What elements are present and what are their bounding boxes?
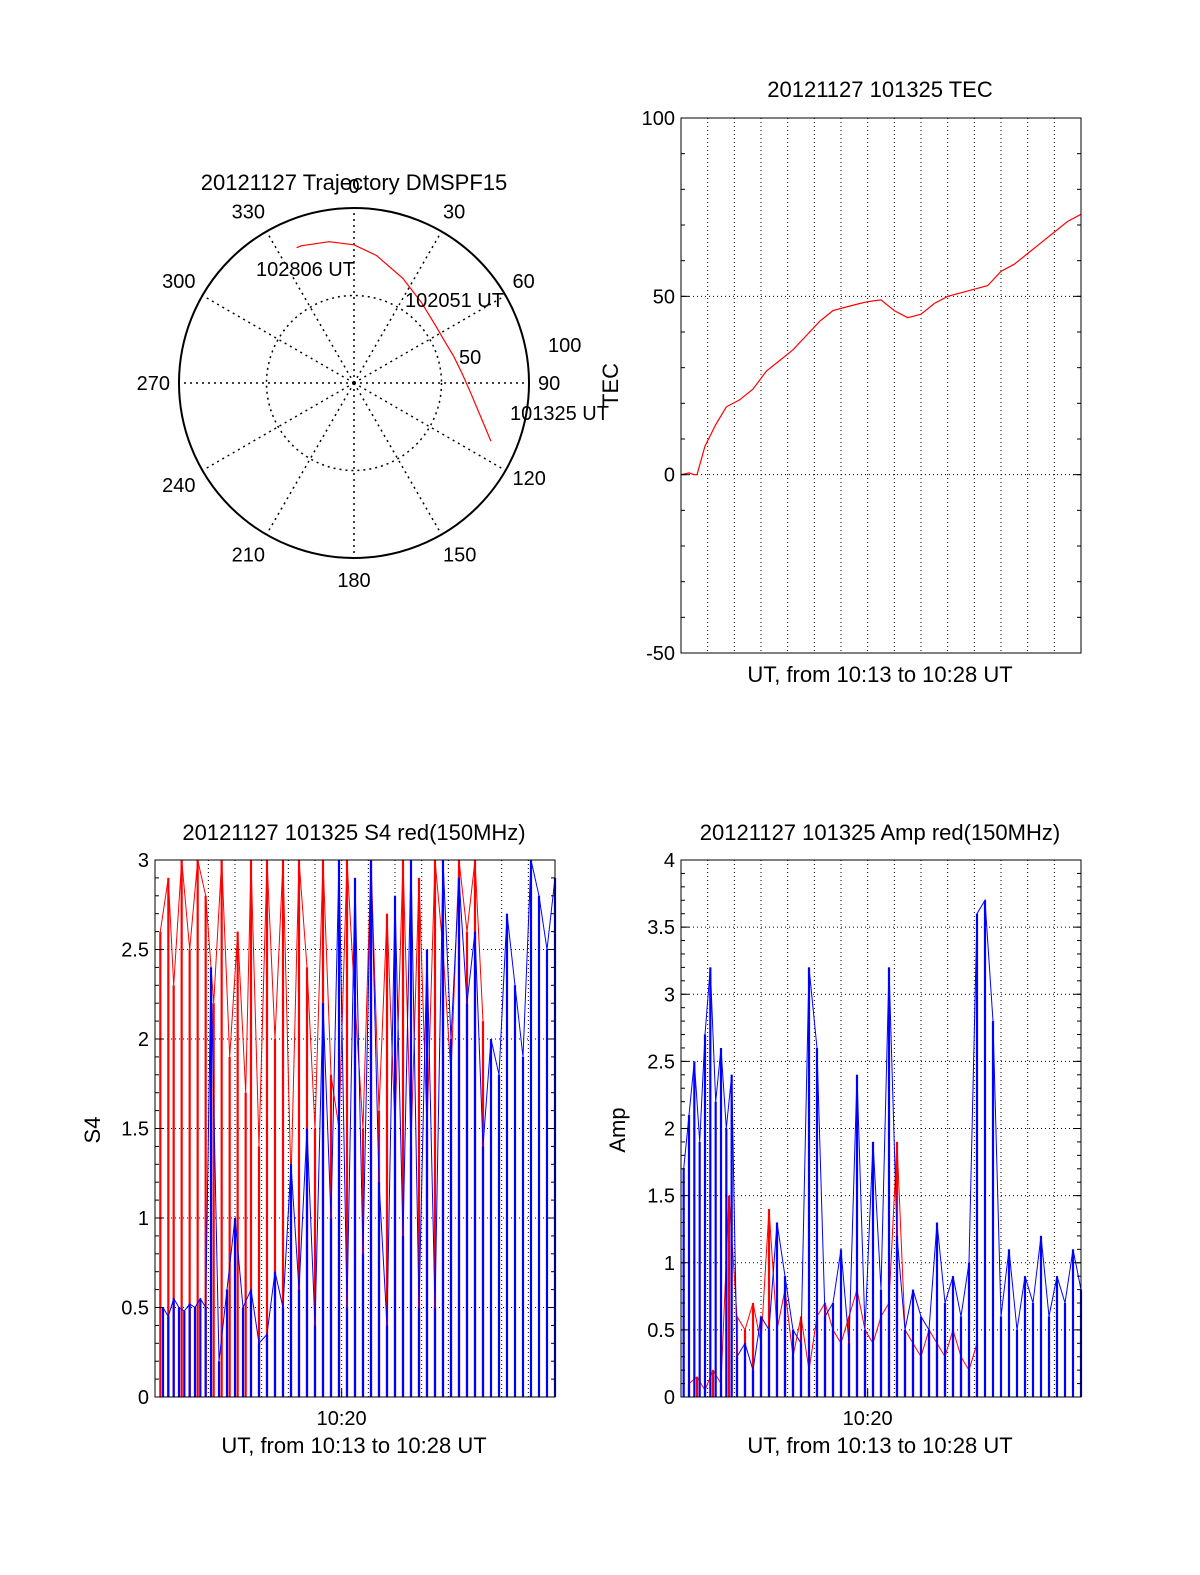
s4-ylabel: S4: [80, 1117, 105, 1144]
s4-ytick-label: 2: [138, 1029, 149, 1051]
trajectory-annotation-end: 102806 UT: [256, 259, 355, 281]
azimuth-label-180: 180: [337, 570, 370, 592]
radius-label-100: 100: [548, 335, 581, 357]
tec-ytick-label: 100: [642, 108, 675, 130]
amp-ytick-label: 1.5: [647, 1186, 675, 1208]
tec-plot-frame: [680, 117, 1082, 654]
polar-spoke: [353, 382, 443, 535]
trajectory-title: 20121127 Trajectory DMSPF15: [201, 170, 508, 195]
s4-panel: 20121127 101325 S4 red(150MHz) 0 0.5 1 1.5 2…: [80, 820, 557, 1458]
azimuth-label-240: 240: [162, 475, 195, 497]
amp-ytick-label: 0: [664, 1387, 675, 1409]
polar-spoke: [202, 294, 355, 384]
amp-ytick-label: 1: [664, 1253, 675, 1275]
azimuth-label-120: 120: [513, 468, 546, 490]
azimuth-label-0: 0: [348, 176, 359, 198]
tec-ticks: -50 0 50 100: [642, 108, 1081, 665]
s4-ytick-label: 3: [138, 850, 149, 872]
tec-ytick-label: -50: [646, 643, 675, 665]
azimuth-label-270: 270: [137, 373, 170, 395]
amp-ticks: 0 0.5 1 1.5 2 2.5 3 3.5 4 10:20: [647, 850, 1081, 1430]
azimuth-label-300: 300: [162, 271, 195, 293]
amp-title: 20121127 101325 Amp red(150MHz): [700, 820, 1060, 845]
s4-title: 20121127 101325 S4 red(150MHz): [182, 820, 525, 845]
tec-grid: [681, 118, 1081, 653]
amp-ytick-label: 2: [664, 1119, 675, 1141]
s4-red-line: [159, 859, 484, 1183]
amp-panel: 20121127 101325 Amp red(150MHz) 0 0.5 1 1.5…: [605, 820, 1083, 1458]
azimuth-label-60: 60: [513, 271, 535, 293]
azimuth-label-90: 90: [538, 373, 560, 395]
amp-ytick-label: 3.5: [647, 917, 675, 939]
azimuth-labels: 0 30 60 90 120 150 180 210 240 270 300 330: [137, 176, 561, 592]
trajectory-line: [296, 241, 492, 442]
azimuth-label-150: 150: [443, 545, 476, 567]
s4-ytick-label: 0: [138, 1387, 149, 1409]
polar-spoke: [202, 382, 355, 472]
s4-xlabel: UT, from 10:13 to 10:28 UT: [221, 1433, 486, 1458]
amp-ylabel: Amp: [605, 1107, 630, 1152]
trajectory-annotation-start: 101325 UT: [510, 403, 609, 425]
s4-ytick-label: 1: [138, 1208, 149, 1230]
amp-ytick-label: 3: [664, 984, 675, 1006]
azimuth-label-210: 210: [232, 545, 265, 567]
s4-ytick-label: 0.5: [121, 1298, 149, 1320]
polar-grid: [178, 207, 530, 559]
tec-panel: 20121127 101325 TEC -50 0 50 100 UT, from 1…: [598, 77, 1082, 687]
s4-ytick-label: 2.5: [121, 940, 149, 962]
tec-red-line: [680, 213, 1082, 476]
trajectory-series: [296, 241, 492, 442]
amp-ytick-label: 2.5: [647, 1051, 675, 1073]
amp-xtick-label: 10:20: [843, 1408, 893, 1430]
tec-ytick-label: 50: [653, 286, 675, 308]
polar-spoke: [353, 294, 506, 384]
tec-ylabel: TEC: [598, 363, 623, 407]
s4-ytick-label: 1.5: [121, 1119, 149, 1141]
s4-ticks: 0 0.5 1 1.5 2 2.5 3 10:20: [121, 850, 555, 1430]
amp-grid: [681, 860, 1081, 1397]
tec-series: [680, 213, 1082, 476]
trajectory-panel: 20121127 Trajectory DMSPF15 0 30 60 90 120 15…: [137, 170, 609, 592]
amp-xlabel: UT, from 10:13 to 10:28 UT: [747, 1433, 1012, 1458]
s4-blue-line: [162, 859, 556, 1362]
radius-label-50: 50: [459, 347, 481, 369]
azimuth-label-330: 330: [232, 201, 265, 223]
trajectory-annotation-mid: 102051 UT: [405, 290, 504, 312]
amp-ytick-label: 0.5: [647, 1320, 675, 1342]
tec-xlabel: UT, from 10:13 to 10:28 UT: [747, 662, 1012, 687]
amp-blue-line: [683, 898, 1082, 1371]
azimuth-label-30: 30: [443, 201, 465, 223]
polar-spoke: [353, 382, 506, 472]
polar-spoke: [265, 231, 355, 384]
amp-ytick-label: 4: [664, 850, 675, 872]
s4-xtick-label: 10:20: [317, 1408, 367, 1430]
polar-spoke: [353, 231, 443, 384]
polar-ring-50: [265, 294, 443, 472]
tec-title: 20121127 101325 TEC: [767, 77, 993, 102]
s4-series: [159, 859, 557, 1397]
amp-series: [682, 898, 1083, 1397]
tec-ytick-label: 0: [664, 465, 675, 487]
polar-spoke: [265, 382, 355, 535]
